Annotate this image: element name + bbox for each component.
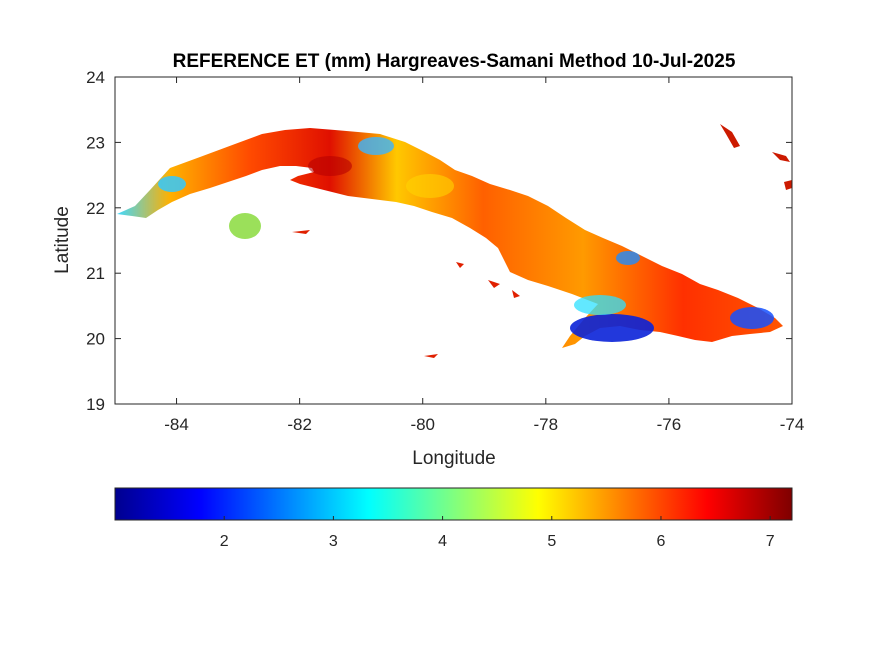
- x-tick-label: -78: [534, 415, 559, 434]
- x-tick-label: -76: [657, 415, 682, 434]
- blue-zone-west: [158, 176, 186, 192]
- cyan-zone-holguin: [616, 251, 640, 265]
- colorbar-tick-layer: 2 3 4 5 6 7: [220, 516, 775, 550]
- blue-zone-granma: [570, 314, 654, 342]
- x-tick-label: -74: [780, 415, 805, 434]
- tick-layer: -84 -82 -80 -78 -76 -74 19 20 21 22 23 24: [86, 68, 804, 434]
- colorbar-tick-label: 3: [329, 533, 338, 550]
- colorbar-tick-label: 4: [438, 533, 447, 550]
- cyan-zone-granma: [574, 295, 626, 315]
- heatmap-layer: [117, 124, 792, 358]
- y-tick-label: 22: [86, 199, 105, 218]
- y-tick-label: 19: [86, 395, 105, 414]
- x-axis-label: Longitude: [412, 448, 495, 469]
- colorbar: [114, 487, 793, 521]
- isle-of-youth: [229, 213, 261, 239]
- blue-zone-center: [358, 137, 394, 155]
- colorbar-tick-label: 7: [766, 533, 775, 550]
- y-tick-label: 23: [86, 133, 105, 152]
- y-tick-label: 21: [86, 264, 105, 283]
- y-tick-label: 24: [86, 68, 105, 87]
- main-island: [117, 128, 783, 348]
- eastern-tip: [720, 124, 792, 190]
- x-tick-label: -82: [287, 415, 312, 434]
- x-tick-label: -80: [410, 415, 435, 434]
- x-tick-label: -84: [164, 415, 189, 434]
- y-tick-label: 20: [86, 330, 105, 349]
- yellow-zone-center: [406, 174, 454, 198]
- colorbar-tick-label: 2: [220, 533, 229, 550]
- blue-zone-east: [730, 307, 774, 329]
- colorbar-tick-label: 6: [657, 533, 666, 550]
- y-axis-label: Latitude: [52, 206, 73, 274]
- darkred-zone-west: [308, 156, 352, 176]
- chart-title: REFERENCE ET (mm) Hargreaves-Samani Meth…: [173, 51, 736, 72]
- axes-box: [114, 76, 793, 405]
- colorbar-tick-label: 5: [547, 533, 556, 550]
- plot-area: [115, 77, 792, 404]
